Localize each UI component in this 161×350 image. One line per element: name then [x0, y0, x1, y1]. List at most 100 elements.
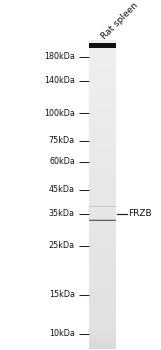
Bar	[89, 220, 116, 221]
Bar	[89, 220, 116, 221]
Bar	[89, 347, 116, 349]
Bar	[89, 220, 116, 221]
Bar	[89, 195, 116, 197]
Bar	[89, 329, 116, 331]
Bar	[89, 220, 116, 221]
Bar	[89, 326, 116, 329]
Bar	[89, 267, 116, 269]
Bar	[89, 202, 116, 205]
Bar	[89, 272, 116, 274]
Bar	[89, 96, 116, 99]
Bar	[89, 293, 116, 295]
Text: 75kDa: 75kDa	[49, 136, 75, 145]
Bar	[89, 146, 116, 148]
Bar	[89, 125, 116, 127]
Bar	[89, 215, 116, 218]
Text: 45kDa: 45kDa	[49, 185, 75, 194]
Bar	[89, 127, 116, 130]
Bar	[89, 42, 116, 45]
Bar	[89, 184, 116, 187]
Bar	[89, 135, 116, 138]
Bar	[89, 220, 116, 221]
Bar	[89, 219, 116, 220]
Bar	[89, 220, 116, 221]
Bar	[89, 117, 116, 120]
Bar	[89, 158, 116, 161]
Bar	[89, 308, 116, 310]
Bar	[89, 52, 116, 55]
Bar	[89, 257, 116, 259]
Bar	[89, 153, 116, 156]
Bar	[89, 323, 116, 326]
Bar	[89, 161, 116, 163]
Text: 15kDa: 15kDa	[49, 290, 75, 299]
Bar	[89, 206, 116, 207]
Bar	[89, 251, 116, 254]
Bar	[89, 81, 116, 84]
Bar	[89, 233, 116, 236]
Bar	[89, 269, 116, 272]
Bar	[89, 220, 116, 221]
Text: Rat spleen: Rat spleen	[99, 1, 140, 41]
Bar	[89, 43, 116, 48]
Bar	[89, 287, 116, 290]
Text: 35kDa: 35kDa	[49, 209, 75, 218]
Bar	[89, 205, 116, 206]
Bar	[89, 65, 116, 68]
Text: 25kDa: 25kDa	[49, 241, 75, 250]
Bar	[89, 254, 116, 257]
Bar	[89, 99, 116, 102]
Bar	[89, 205, 116, 206]
Bar	[89, 290, 116, 293]
Bar	[89, 274, 116, 277]
Bar	[89, 219, 116, 220]
Bar	[89, 47, 116, 50]
Bar	[89, 182, 116, 184]
Bar	[89, 156, 116, 158]
Bar	[89, 60, 116, 63]
Bar	[89, 205, 116, 206]
Bar	[89, 220, 116, 221]
Bar	[89, 220, 116, 221]
Bar	[89, 133, 116, 135]
Bar	[89, 114, 116, 117]
Text: 140kDa: 140kDa	[44, 76, 75, 85]
Bar	[89, 246, 116, 248]
Bar	[89, 220, 116, 221]
Bar	[89, 68, 116, 71]
Bar	[89, 220, 116, 221]
Bar	[89, 148, 116, 150]
Bar	[89, 220, 116, 223]
Bar	[89, 241, 116, 244]
Bar	[89, 220, 116, 221]
Bar	[89, 122, 116, 125]
Bar	[89, 89, 116, 91]
Bar	[89, 280, 116, 282]
Bar	[89, 336, 116, 339]
Bar	[89, 277, 116, 280]
Bar	[89, 50, 116, 52]
Bar	[89, 120, 116, 122]
Bar	[89, 282, 116, 285]
Bar	[89, 55, 116, 58]
Text: FRZB: FRZB	[128, 209, 152, 218]
Bar	[89, 228, 116, 231]
Bar	[89, 298, 116, 300]
Bar	[89, 220, 116, 222]
Text: 10kDa: 10kDa	[49, 329, 75, 338]
Bar	[89, 220, 116, 221]
Bar	[89, 205, 116, 206]
Bar	[89, 189, 116, 192]
Bar	[89, 206, 116, 207]
Text: 100kDa: 100kDa	[44, 108, 75, 118]
Bar	[89, 208, 116, 210]
Bar	[89, 104, 116, 107]
Bar	[89, 40, 116, 42]
Bar	[89, 91, 116, 94]
Bar	[89, 130, 116, 133]
Bar	[89, 261, 116, 264]
Bar	[89, 219, 116, 220]
Bar	[89, 212, 116, 215]
Bar	[89, 58, 116, 60]
Bar	[89, 300, 116, 303]
